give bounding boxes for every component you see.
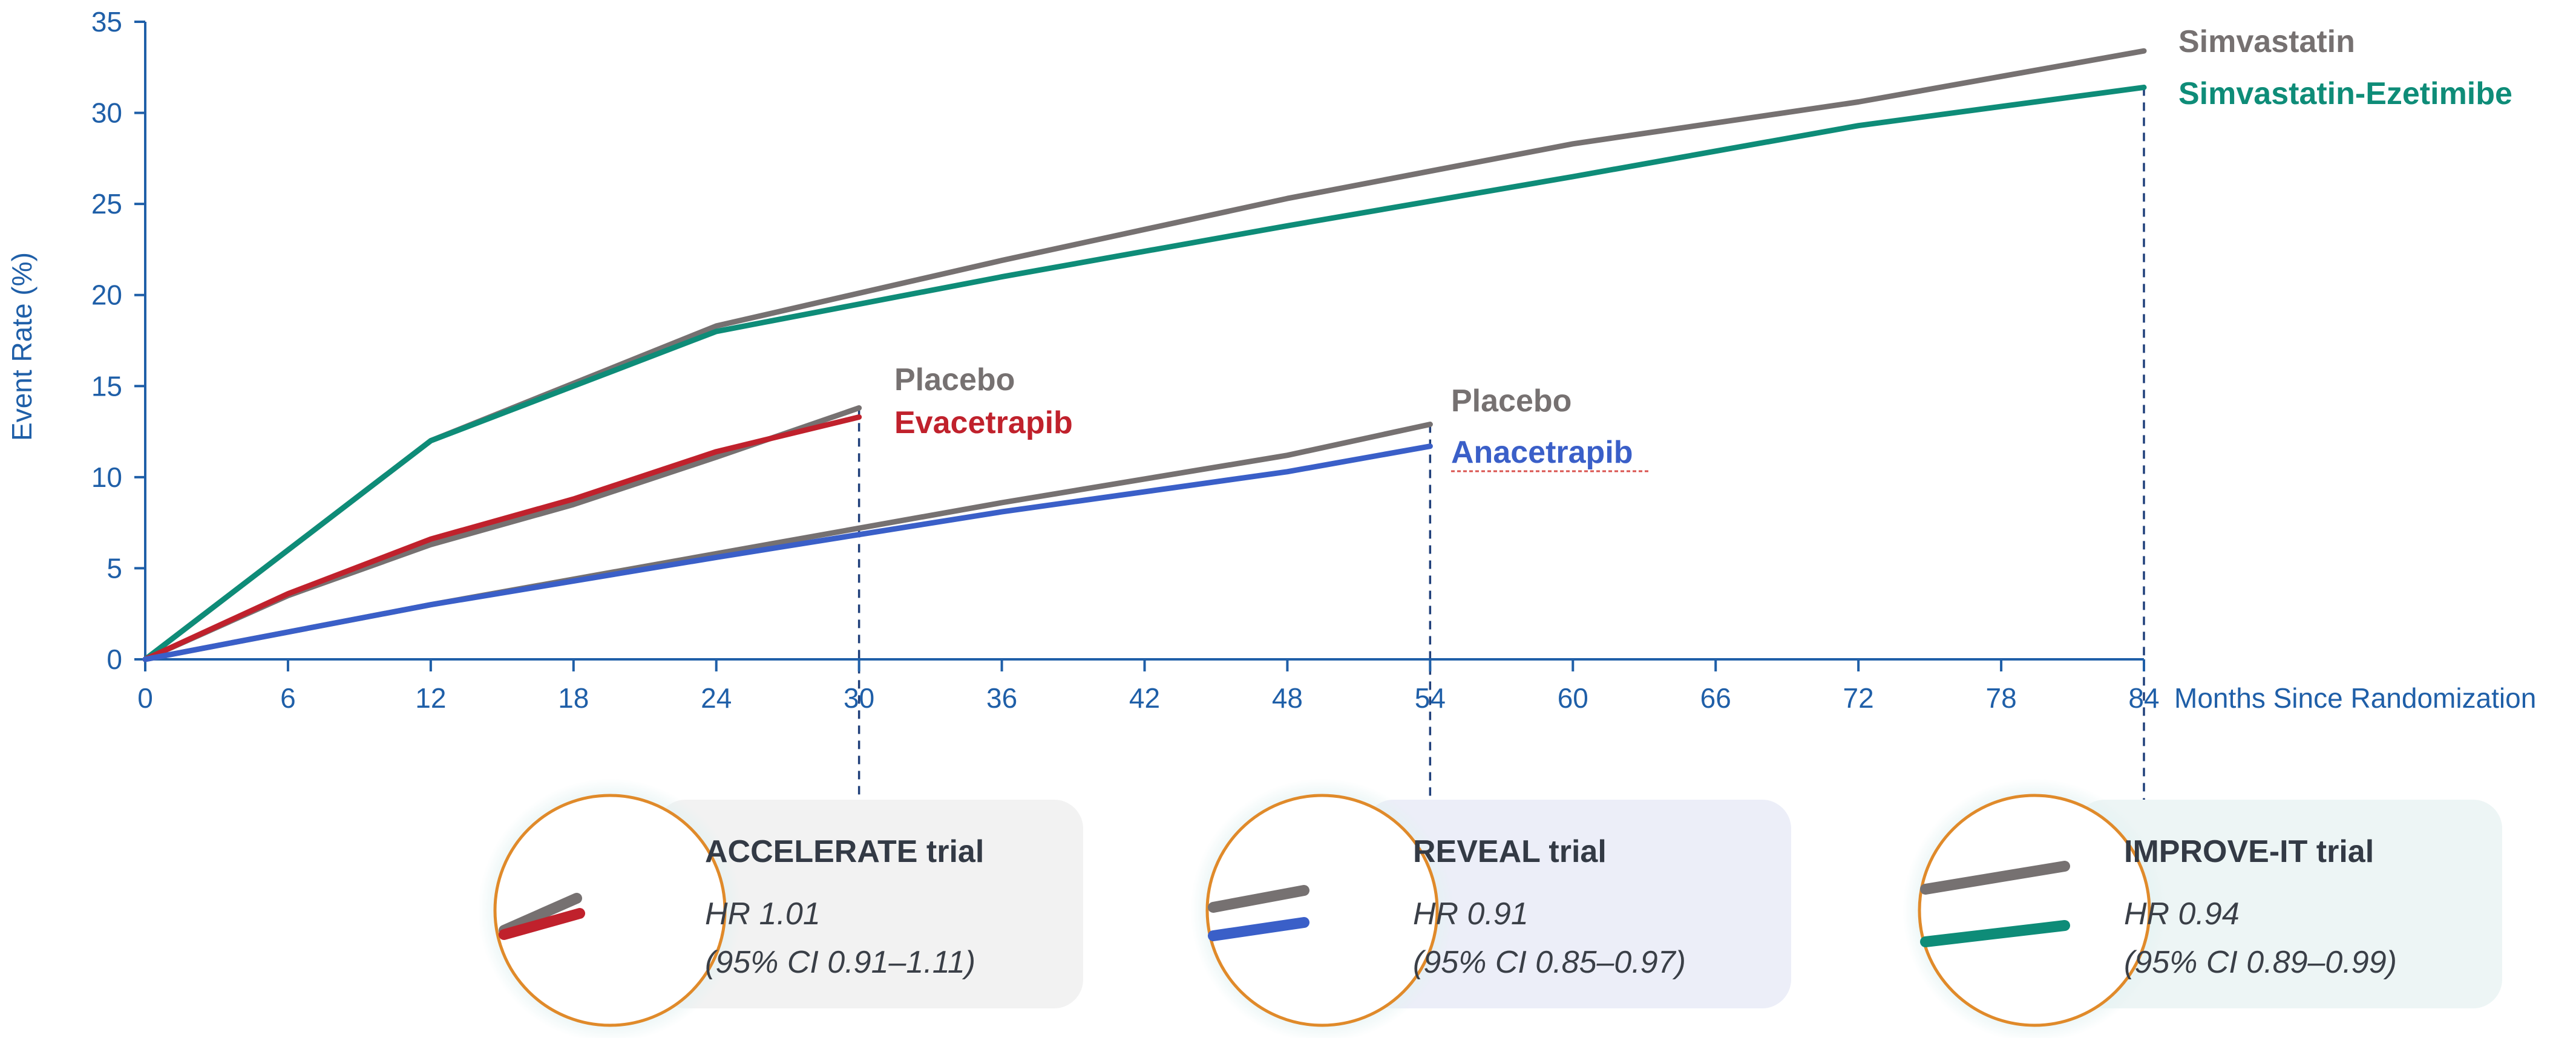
series-label: Simvastatin-Ezetimibe bbox=[2178, 76, 2512, 111]
card-circle bbox=[1205, 794, 1439, 1027]
card-hr: HR 1.01 bbox=[705, 896, 821, 932]
x-tick-label: 54 bbox=[1415, 682, 1446, 714]
x-tick-label: 0 bbox=[137, 682, 153, 714]
card-background bbox=[657, 800, 1083, 1008]
x-tick-label: 66 bbox=[1700, 682, 1731, 714]
x-tick-label: 48 bbox=[1272, 682, 1303, 714]
x-tick-label: 84 bbox=[2128, 682, 2159, 714]
card-ci: (95% CI 0.89–0.99) bbox=[2124, 945, 2397, 980]
series-line-simvastatin-ezetimibe bbox=[142, 84, 2147, 662]
y-tick-label: 30 bbox=[91, 97, 122, 129]
card-ci: (95% CI 0.85–0.97) bbox=[1413, 945, 1686, 980]
series-line-anacetrapib bbox=[142, 443, 1433, 662]
card-ci: (95% CI 0.91–1.11) bbox=[705, 945, 975, 980]
series-line-evacetrapib bbox=[142, 414, 862, 662]
y-tick-label: 25 bbox=[91, 188, 122, 220]
card-title: ACCELERATE trial bbox=[705, 834, 984, 869]
x-tick-label: 30 bbox=[844, 682, 874, 714]
series-label: Placebo bbox=[1451, 384, 1571, 419]
y-tick-label: 20 bbox=[91, 279, 122, 311]
card-title: IMPROVE-IT trial bbox=[2124, 834, 2374, 869]
guide-lines bbox=[857, 87, 2145, 805]
x-tick-label: 42 bbox=[1129, 682, 1160, 714]
x-tick-label: 24 bbox=[701, 682, 732, 714]
card-background bbox=[2076, 800, 2502, 1008]
series-lines bbox=[142, 48, 2147, 662]
legend-line-ezetimibe-icon bbox=[1920, 920, 2070, 947]
x-tick-label: 36 bbox=[986, 682, 1017, 714]
x-axis-title: Months Since Randomization bbox=[2174, 682, 2536, 714]
legend-line-simvastatin-icon bbox=[1920, 861, 2070, 895]
card-hr: HR 0.91 bbox=[1413, 896, 1529, 932]
x-tick-label: 18 bbox=[558, 682, 589, 714]
x-tick-label: 12 bbox=[415, 682, 446, 714]
x-tick-label: 78 bbox=[1985, 682, 2016, 714]
series-labels: Simvastatin Simvastatin-Ezetimibe Placebo E… bbox=[894, 24, 2512, 472]
series-line-simvastatin bbox=[142, 48, 2147, 662]
y-tick-label: 5 bbox=[107, 552, 122, 584]
axes: 0 5 10 15 20 25 30 35 0 6 12 18 24 30 36 42 48 54 60 66 72 78… bbox=[6, 6, 2536, 714]
x-tick-label: 6 bbox=[280, 682, 296, 714]
trial-cards: ACCELERATE trial HR 1.01 (95% CI 0.91–1.11… bbox=[478, 778, 2502, 1038]
series-label: Anacetrapib bbox=[1451, 435, 1633, 470]
series-label: Evacetrapib bbox=[894, 405, 1073, 440]
series-label: Simvastatin bbox=[2178, 24, 2355, 59]
card-circle bbox=[493, 794, 727, 1027]
legend-line-drug-icon bbox=[499, 908, 585, 940]
x-tick-label: 60 bbox=[1558, 682, 1588, 714]
series-label: Placebo bbox=[894, 362, 1015, 397]
trial-card: REVEAL trial HR 0.91 (95% CI 0.85–0.97) bbox=[1190, 778, 1791, 1038]
x-tick-label: 72 bbox=[1843, 682, 1874, 714]
trial-card: IMPROVE-IT trial HR 0.94 (95% CI 0.89–0.99… bbox=[1903, 778, 2502, 1038]
y-tick-label: 10 bbox=[91, 462, 122, 493]
trial-card: ACCELERATE trial HR 1.01 (95% CI 0.91–1.11… bbox=[478, 778, 1083, 1038]
y-tick-label: 15 bbox=[91, 370, 122, 402]
legend-line-placebo-icon bbox=[1208, 885, 1309, 913]
legend-line-placebo-icon bbox=[499, 893, 582, 936]
card-circle bbox=[1918, 794, 2151, 1027]
card-title: REVEAL trial bbox=[1413, 834, 1607, 869]
y-tick-label: 35 bbox=[91, 6, 122, 38]
card-hr: HR 0.94 bbox=[2124, 896, 2240, 932]
legend-line-drug-icon bbox=[1208, 917, 1309, 941]
y-axis-title: Event Rate (%) bbox=[6, 252, 38, 441]
card-background bbox=[1365, 800, 1791, 1008]
y-tick-label: 0 bbox=[107, 644, 122, 675]
